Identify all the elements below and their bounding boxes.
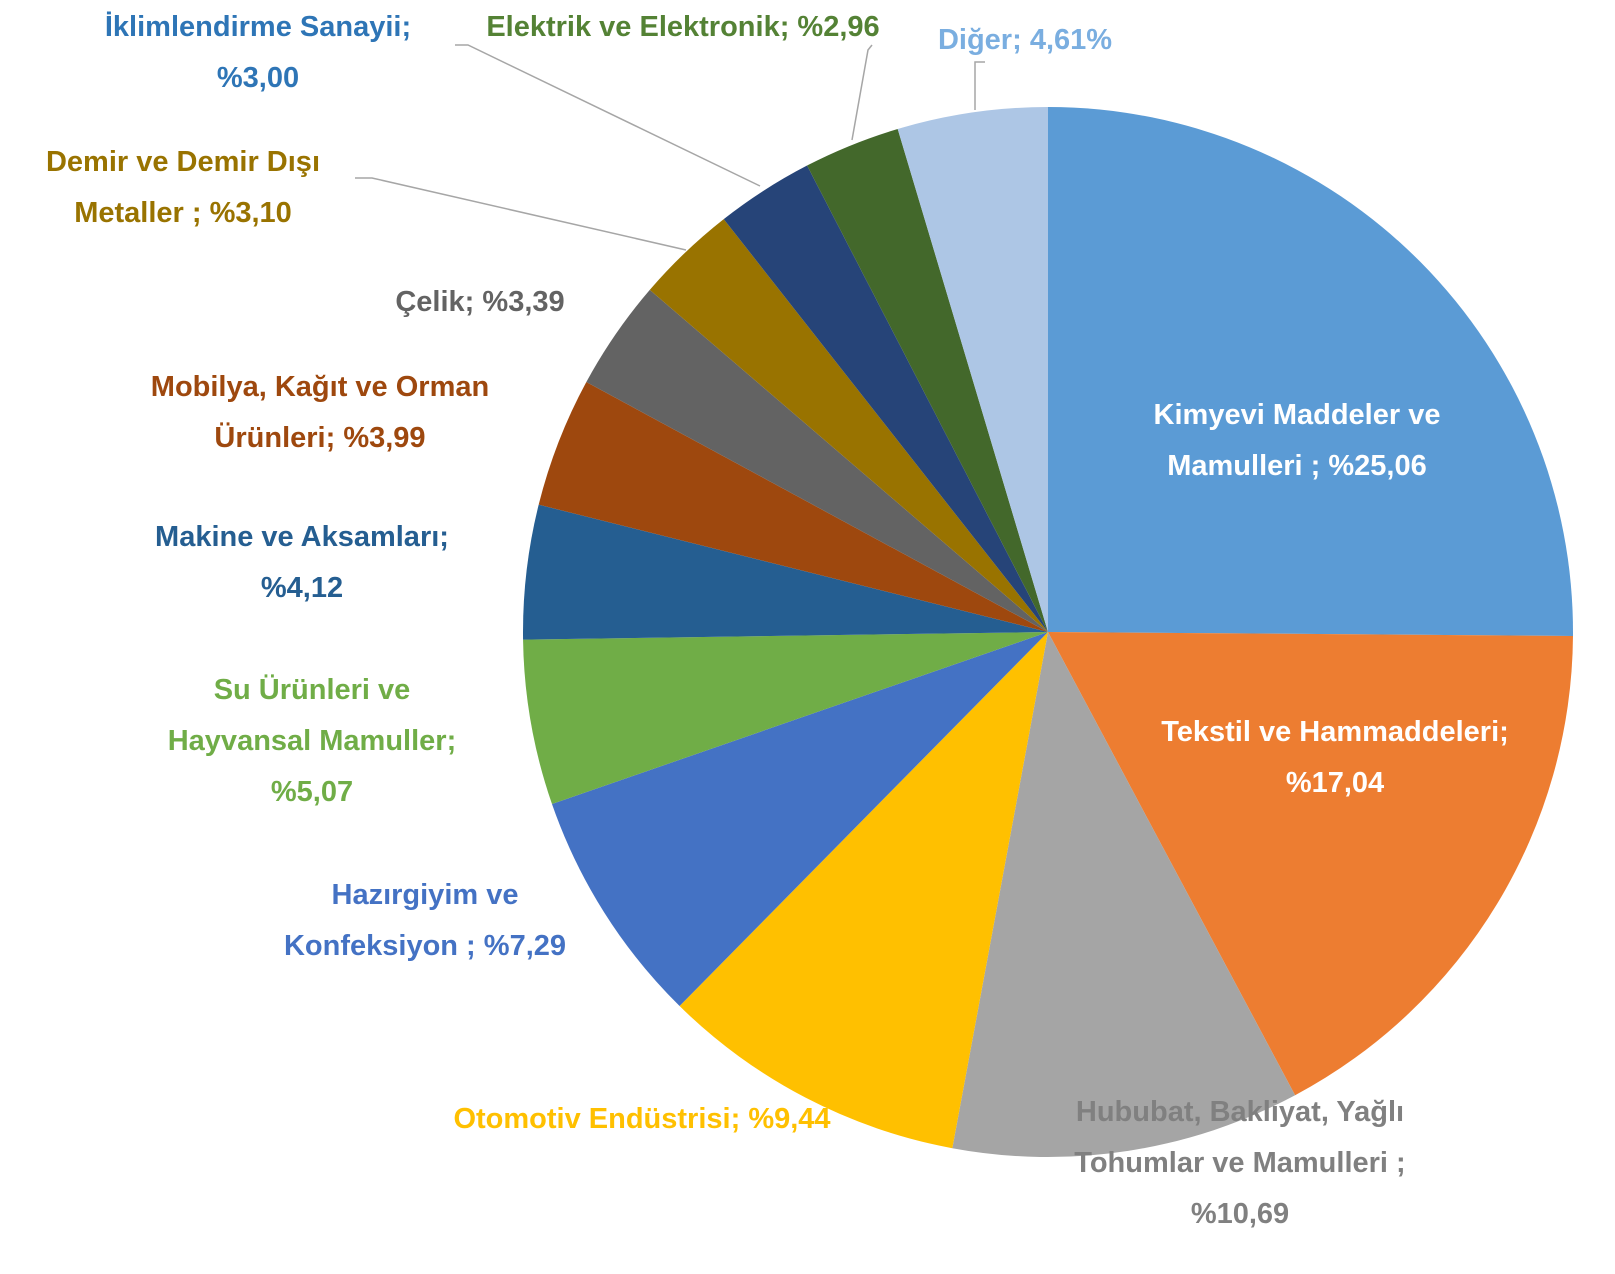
category-label: Hazırgiyim ve Konfeksiyon ; — [283, 879, 519, 962]
data-label: Otomotiv Endüstrisi; %9,44 — [452, 1094, 832, 1145]
pie-slice — [551, 632, 1048, 1007]
data-label: Hububat, Bakliyat, Yağlı Tohumlar ve Mam… — [1025, 1087, 1455, 1240]
pie-slice — [1048, 107, 1573, 636]
category-label: Mobilya, Kağıt ve Orman Ürünleri; — [150, 371, 490, 454]
pie-slice — [679, 632, 1048, 1149]
pie-slice — [538, 382, 1048, 632]
pie-slice — [523, 632, 1048, 805]
data-label: Çelik; %3,39 — [280, 277, 680, 328]
value-label: %4,12 — [260, 572, 344, 604]
data-label: Hazırgiyim ve Konfeksiyon ; %7,29 — [250, 870, 600, 972]
data-label: İklimlendirme Sanayii; %3,00 — [63, 2, 453, 104]
leader-line — [455, 44, 761, 187]
pie-slice — [952, 632, 1296, 1157]
category-label: Otomotiv Endüstrisi; — [453, 1103, 741, 1135]
value-label: %9,44 — [748, 1103, 831, 1135]
category-label: Su Ürünleri ve Hayvansal Mamuller; — [167, 674, 457, 757]
value-label: %25,06 — [1328, 450, 1427, 482]
value-label: %2,96 — [797, 11, 880, 43]
value-label: %3,00 — [216, 62, 300, 94]
category-label: İklimlendirme Sanayii; — [104, 11, 412, 43]
data-label: Mobilya, Kağıt ve Orman Ürünleri; %3,99 — [135, 362, 505, 464]
category-label: Demir ve Demir Dışı Metaller ; — [45, 146, 320, 229]
pie-slice — [523, 504, 1048, 640]
data-label: Tekstil ve Hammaddeleri; %17,04 — [1145, 707, 1525, 809]
value-label: %3,99 — [343, 422, 426, 454]
category-label: Diğer; — [937, 24, 1022, 56]
value-label: %3,39 — [482, 286, 565, 318]
data-label: Kimyevi Maddeler ve Mamulleri ; %25,06 — [1107, 390, 1487, 492]
leader-line — [851, 44, 873, 141]
value-label: %3,10 — [209, 197, 292, 229]
category-label: Tekstil ve Hammaddeleri; — [1161, 716, 1509, 748]
category-label: Makine ve Aksamları; — [155, 521, 449, 553]
pie-slice — [1048, 632, 1573, 1096]
category-label: Elektrik ve Elektronik; — [486, 11, 790, 43]
pie-slice — [723, 165, 1048, 632]
value-label: %10,69 — [1190, 1198, 1290, 1230]
pie-slice — [586, 289, 1048, 632]
category-label: Çelik; — [395, 286, 475, 318]
category-label: Kimyevi Maddeler ve Mamulleri ; — [1153, 399, 1441, 482]
category-label: Hububat, Bakliyat, Yağlı Tohumlar ve Mam… — [1074, 1096, 1406, 1179]
leader-line — [355, 177, 687, 251]
leader-lines — [355, 44, 985, 251]
data-label: Diğer; 4,61% — [825, 15, 1225, 66]
data-label: Makine ve Aksamları; %4,12 — [122, 512, 482, 614]
pie-slice — [897, 107, 1048, 632]
value-label: %7,29 — [483, 930, 567, 962]
value-label: 4,61% — [1029, 24, 1113, 56]
value-label: %17,04 — [1285, 767, 1385, 799]
data-label: Elektrik ve Elektronik; %2,96 — [483, 2, 883, 53]
data-label: Demir ve Demir Dışı Metaller ; %3,10 — [13, 137, 353, 239]
pie-slice — [807, 128, 1048, 632]
leader-line — [974, 61, 985, 110]
pie-slice — [649, 219, 1048, 633]
value-label: %5,07 — [270, 776, 354, 808]
data-label: Su Ürünleri ve Hayvansal Mamuller; %5,07 — [142, 665, 482, 818]
